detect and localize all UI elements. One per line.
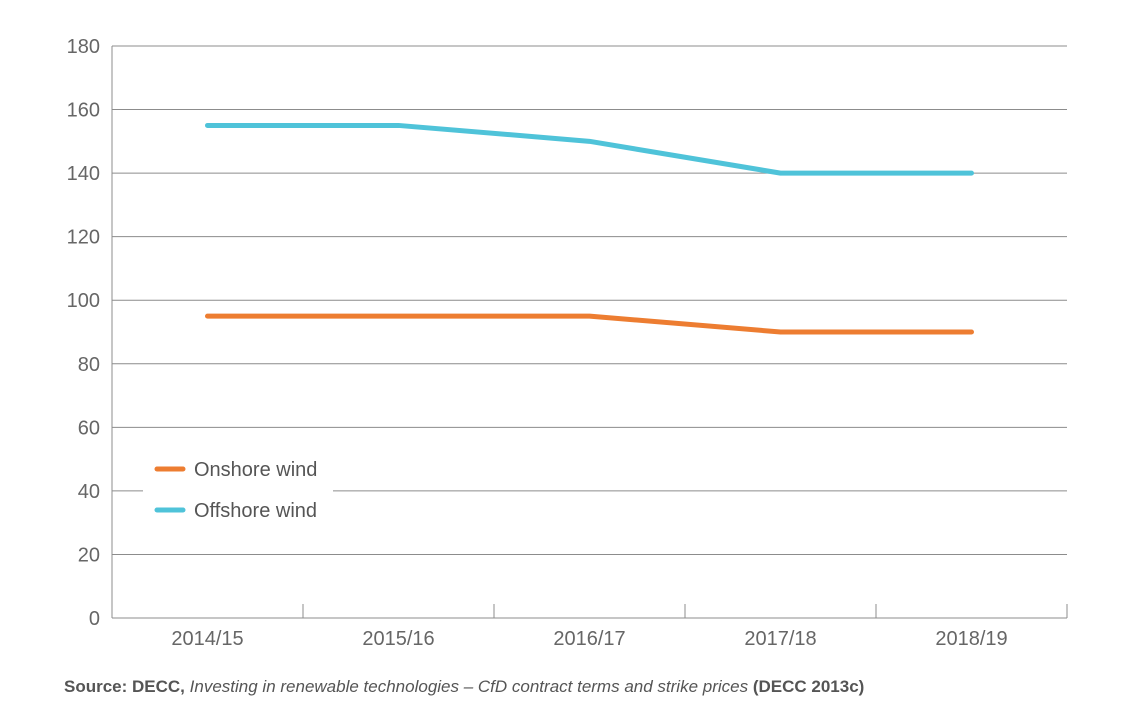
y-tick-label: 0 (89, 608, 100, 630)
x-tick-label: 2014/15 (171, 628, 243, 650)
x-tick-label: 2015/16 (362, 628, 434, 650)
y-tick-label: 160 (67, 100, 100, 122)
y-tick-label: 120 (67, 227, 100, 249)
y-tick-label: 20 (78, 544, 100, 566)
x-tick-label: 2017/18 (744, 628, 816, 650)
source-title: Investing in renewable technologies – Cf… (189, 677, 749, 696)
series-line-onshore-wind (205, 313, 974, 335)
series-line-offshore-wind (205, 122, 974, 176)
source-note: Source: DECC, Investing in renewable tec… (64, 677, 864, 697)
legend-label: Offshore wind (194, 500, 317, 522)
line-chart: 0 20 40 60 80 100 120 140 160 180 2014/15 2015/16 20… (67, 36, 1068, 650)
y-tick-label: 180 (67, 36, 100, 58)
x-tick-label: 2016/17 (553, 628, 625, 650)
y-tick-label: 40 (78, 481, 100, 503)
x-tick-label: 2018/19 (935, 628, 1007, 650)
legend-label: Onshore wind (194, 459, 317, 481)
y-tick-label: 80 (78, 354, 100, 376)
source-prefix: Source: DECC, (64, 677, 185, 696)
y-tick-label: 60 (78, 417, 100, 439)
y-tick-label: 100 (67, 290, 100, 312)
source-suffix: (DECC 2013c) (752, 677, 865, 696)
legend-box (143, 450, 333, 535)
y-tick-label: 140 (67, 163, 100, 185)
